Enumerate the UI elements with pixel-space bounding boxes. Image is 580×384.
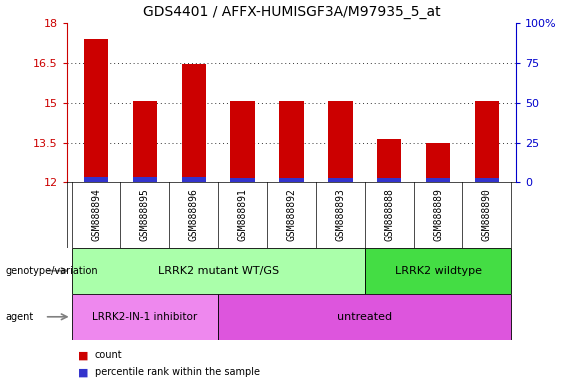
Bar bbox=[230, 178, 255, 182]
Bar bbox=[328, 178, 353, 182]
Bar bbox=[84, 177, 108, 182]
Text: GSM888893: GSM888893 bbox=[335, 189, 345, 242]
Text: GSM888891: GSM888891 bbox=[238, 189, 248, 242]
Text: LRRK2 mutant WT/GS: LRRK2 mutant WT/GS bbox=[158, 266, 279, 276]
Text: LRRK2-IN-1 inhibitor: LRRK2-IN-1 inhibitor bbox=[92, 312, 198, 322]
Text: GSM888894: GSM888894 bbox=[91, 189, 101, 242]
Bar bbox=[279, 178, 304, 182]
Text: GSM888896: GSM888896 bbox=[188, 189, 199, 242]
Bar bbox=[230, 101, 255, 182]
Bar bbox=[182, 177, 206, 182]
Bar bbox=[133, 177, 157, 182]
Bar bbox=[71, 248, 365, 294]
Text: agent: agent bbox=[6, 312, 34, 322]
Text: percentile rank within the sample: percentile rank within the sample bbox=[95, 367, 259, 377]
Bar bbox=[426, 178, 450, 182]
Bar bbox=[365, 248, 512, 294]
Bar bbox=[328, 101, 353, 182]
Bar bbox=[279, 101, 304, 182]
Text: count: count bbox=[95, 350, 122, 360]
Text: ■: ■ bbox=[78, 350, 89, 360]
Text: GSM888889: GSM888889 bbox=[433, 189, 443, 242]
Title: GDS4401 / AFFX-HUMISGF3A/M97935_5_at: GDS4401 / AFFX-HUMISGF3A/M97935_5_at bbox=[143, 5, 440, 19]
Bar bbox=[182, 64, 206, 182]
Bar bbox=[84, 39, 108, 182]
Bar bbox=[218, 294, 512, 340]
Bar bbox=[474, 101, 499, 182]
Text: genotype/variation: genotype/variation bbox=[6, 266, 99, 276]
Bar bbox=[474, 178, 499, 182]
Text: LRRK2 wildtype: LRRK2 wildtype bbox=[394, 266, 481, 276]
Bar bbox=[377, 178, 401, 182]
Text: untreated: untreated bbox=[337, 312, 392, 322]
Bar bbox=[133, 101, 157, 182]
Text: GSM888888: GSM888888 bbox=[384, 189, 394, 242]
Bar bbox=[377, 139, 401, 182]
Text: GSM888895: GSM888895 bbox=[140, 189, 150, 242]
Bar bbox=[426, 142, 450, 182]
Text: GSM888892: GSM888892 bbox=[287, 189, 296, 242]
Text: GSM888890: GSM888890 bbox=[482, 189, 492, 242]
Text: ■: ■ bbox=[78, 367, 89, 377]
Bar bbox=[71, 294, 218, 340]
